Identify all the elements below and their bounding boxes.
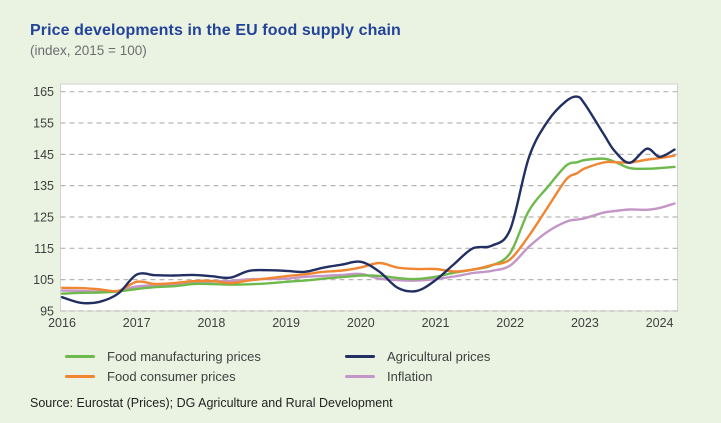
series-line-1 — [60, 154, 676, 293]
legend-item-food-manufacturing: Food manufacturing prices — [65, 349, 345, 364]
legend-item-food-consumer: Food consumer prices — [65, 369, 345, 384]
svg-text:165: 165 — [33, 85, 54, 99]
svg-text:2022: 2022 — [496, 316, 524, 330]
svg-text:125: 125 — [33, 210, 54, 224]
series-line-2 — [60, 95, 676, 305]
svg-text:155: 155 — [33, 117, 54, 131]
svg-text:2017: 2017 — [123, 316, 151, 330]
food-manufacturing-line-swatch — [65, 354, 95, 358]
svg-text:115: 115 — [34, 242, 54, 256]
legend-label: Agricultural prices — [387, 348, 491, 364]
page-subtitle: (index, 2015 = 100) — [30, 43, 147, 58]
agricultural-line-swatch — [345, 354, 375, 358]
page-title: Price developments in the EU food supply… — [30, 22, 401, 39]
svg-text:145: 145 — [33, 148, 54, 162]
svg-text:2024: 2024 — [646, 316, 674, 330]
svg-text:2021: 2021 — [422, 316, 450, 330]
svg-text:2020: 2020 — [347, 316, 375, 330]
series-line-0 — [60, 157, 676, 295]
source-note: Source: Eurostat (Prices); DG Agricultur… — [30, 396, 393, 410]
legend-item-agricultural: Agricultural prices — [345, 349, 625, 364]
legend-label: Food manufacturing prices — [107, 348, 261, 364]
svg-text:95: 95 — [40, 304, 54, 318]
svg-text:135: 135 — [33, 179, 54, 193]
food-consumer-line-swatch — [65, 374, 95, 378]
chart-legend: Food manufacturing prices Food consumer … — [65, 346, 665, 386]
svg-text:105: 105 — [33, 273, 54, 287]
svg-text:2023: 2023 — [571, 316, 599, 330]
inflation-line-swatch — [345, 374, 375, 378]
legend-label: Food consumer prices — [107, 368, 236, 384]
legend-item-inflation: Inflation — [345, 369, 625, 384]
legend-label: Inflation — [387, 368, 433, 384]
svg-text:2019: 2019 — [272, 316, 300, 330]
svg-text:2016: 2016 — [48, 316, 76, 330]
svg-text:2018: 2018 — [197, 316, 225, 330]
